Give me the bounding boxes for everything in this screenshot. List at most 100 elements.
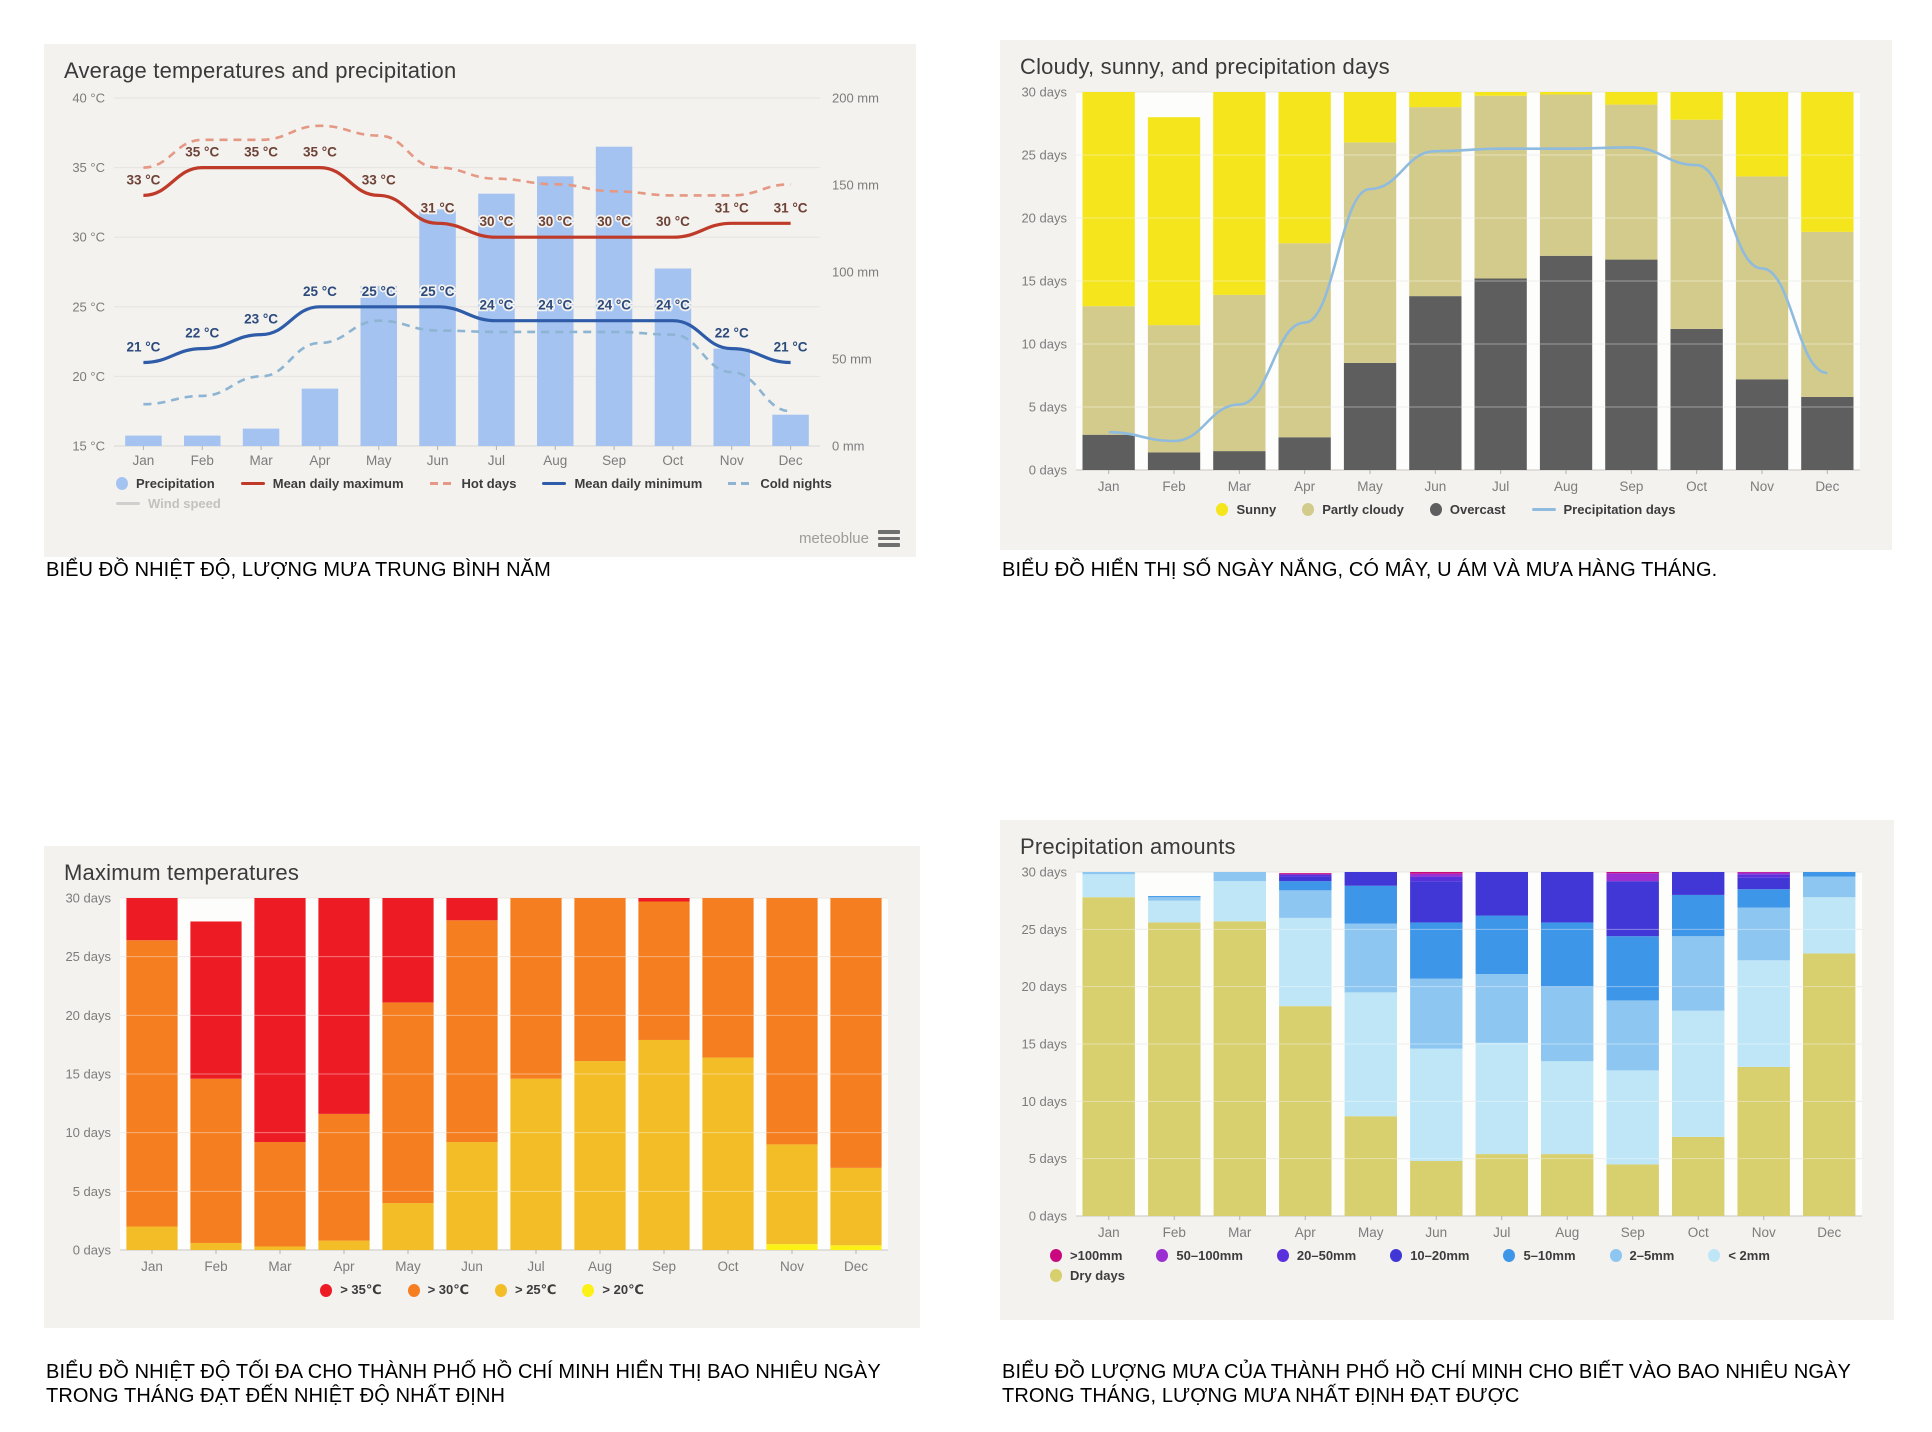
bar-segment-5-10mm <box>1344 885 1397 924</box>
x-axis-label: Dec <box>1817 1225 1841 1240</box>
legend-swatch-dot <box>407 1283 420 1297</box>
legend-item-mean-daily-maximum[interactable]: Mean daily maximum <box>240 476 404 491</box>
legend-item-35[interactable]: > 35℃ <box>320 1282 382 1298</box>
bar-segment-partly-cloudy <box>1278 243 1331 438</box>
legend-item-2mm[interactable]: < 2mm <box>1708 1248 1770 1263</box>
bar-segment-35 <box>382 898 434 1003</box>
x-axis-label: Sep <box>1621 1225 1645 1240</box>
legend-item-partly-cloudy[interactable]: Partly cloudy <box>1302 502 1404 517</box>
bar-precipitation <box>537 176 574 447</box>
legend-item-mean-daily-minimum[interactable]: Mean daily minimum <box>542 476 702 491</box>
point-label-mean-daily-minimum: 24 °C <box>597 298 631 313</box>
legend-item-10-20mm[interactable]: 10–20mm <box>1390 1248 1469 1263</box>
y-axis-tick-label: 0 days <box>1029 463 1068 478</box>
x-axis-label: Aug <box>1554 479 1578 494</box>
bar-segment-35 <box>254 898 306 1143</box>
legend-item-30[interactable]: > 30℃ <box>407 1282 469 1298</box>
bar-segment-10-20mm <box>1475 872 1528 916</box>
x-axis-label: Jul <box>1492 479 1509 494</box>
legend-swatch-dot <box>1390 1249 1403 1262</box>
legend-swatch-dot <box>1708 1249 1721 1262</box>
point-label-mean-daily-minimum: 21 °C <box>774 339 808 354</box>
chart-title-cloudy-sunny: Cloudy, sunny, and precipitation days <box>1020 54 1390 79</box>
x-axis-label: Nov <box>1752 1225 1776 1240</box>
legend-swatch-dot <box>1429 503 1442 516</box>
x-axis-label: Mar <box>1228 1225 1252 1240</box>
line-series-precipitation-days <box>1108 146 1828 443</box>
menu-icon[interactable] <box>878 530 900 547</box>
x-axis-label: Nov <box>1750 479 1774 494</box>
bar-segment-dry-days <box>1803 953 1856 1216</box>
y-axis-tick-label: 20 days <box>1021 211 1067 226</box>
bar-segment-2mm <box>1082 874 1135 898</box>
y-axis-tick-label: 5 days <box>1029 1151 1068 1166</box>
cloudy-sunny-days-chart-canvas: 30 days 25 days 20 days 15 days 10 days 5 day… <box>1021 85 1860 494</box>
point-label-mean-daily-maximum: 30 °C <box>597 214 631 229</box>
x-axis-label: Feb <box>1163 1225 1186 1240</box>
bar-segment-2-5mm <box>1737 907 1790 961</box>
bar-segment-30 <box>702 898 754 1058</box>
bar-segment-sunny <box>1278 92 1331 244</box>
x-axis-label: Apr <box>309 453 331 468</box>
legend-item-overcast[interactable]: Overcast <box>1429 502 1506 517</box>
bar-segment-20-50mm <box>1279 874 1332 877</box>
bar-segment-2-5mm <box>1475 974 1528 1043</box>
legend-label: > 30℃ <box>427 1282 469 1297</box>
bar-segment-50-100mm <box>1737 872 1790 875</box>
x-axis-label: Mar <box>249 453 273 468</box>
bar-segment-2-5mm <box>1344 923 1397 993</box>
point-label-mean-daily-maximum: 30 °C <box>479 214 513 229</box>
legend-item-dry-days[interactable]: Dry days <box>1050 1268 1125 1283</box>
legend-item-20[interactable]: > 20℃ <box>582 1282 644 1298</box>
bar-segment-dry-days <box>1541 1154 1594 1216</box>
bar-precipitation <box>713 348 750 446</box>
bar-precipitation <box>595 146 633 446</box>
bar-segment-5-10mm <box>1541 922 1594 987</box>
x-axis-label: Jan <box>133 453 155 468</box>
y-axis-tick-label: 5 days <box>73 1184 112 1199</box>
bar-segment-25 <box>766 1144 818 1245</box>
bar-segment-30 <box>830 898 882 1168</box>
maximum-temperatures-chart-canvas: 30 days 25 days 20 days 15 days 10 days 5 day… <box>65 891 888 1274</box>
y-axis-tick-label: 10 days <box>65 1125 111 1140</box>
bar-segment-5-10mm <box>1737 889 1790 908</box>
x-axis-label: Apr <box>1295 1225 1317 1240</box>
point-label-mean-daily-maximum: 35 °C <box>303 145 337 160</box>
bar-segment-25 <box>446 1142 498 1250</box>
y-right-tick-label: 200 mm <box>832 91 879 106</box>
legend-swatch-line <box>542 482 567 485</box>
legend-item-hot-days[interactable]: Hot days <box>429 476 516 491</box>
legend-item-5-10mm[interactable]: 5–10mm <box>1503 1248 1576 1263</box>
legend-item-20-50mm[interactable]: 20–50mm <box>1276 1248 1356 1263</box>
bar-segment-10-20mm <box>1541 872 1594 923</box>
legend-item-cold-nights[interactable]: Cold nights <box>728 476 832 491</box>
avg-temp-chart-legend: Precipitation Mean daily maximum Hot days M… <box>44 476 916 511</box>
bar-segment-25 <box>702 1057 754 1250</box>
legend-swatch-dot <box>1050 1269 1062 1282</box>
bar-segment-overcast <box>1343 362 1397 470</box>
bar-segment-25 <box>510 1078 562 1250</box>
legend-item-wind-speed[interactable]: Wind speed <box>116 496 221 511</box>
bar-precipitation <box>301 388 339 446</box>
legend-item-precipitation[interactable]: Precipitation <box>116 476 215 491</box>
x-axis-label: May <box>395 1259 421 1274</box>
legend-label: Precipitation <box>136 476 215 491</box>
legend-item-25[interactable]: > 25℃ <box>495 1282 556 1298</box>
bar-segment-overcast <box>1278 437 1331 470</box>
bar-precipitation <box>360 285 397 446</box>
legend-item-50-100mm[interactable]: 50–100mm <box>1156 1248 1243 1263</box>
y-left-tick-label: 20 °C <box>72 369 105 384</box>
legend-item-2-5mm[interactable]: 2–5mm <box>1609 1248 1674 1263</box>
x-axis-label: Jan <box>141 1259 163 1274</box>
bar-segment-10-20mm <box>1672 872 1725 895</box>
bar-segment-dry-days <box>1737 1066 1790 1216</box>
bar-segment-partly-cloudy <box>1605 104 1658 260</box>
legend-item-100mm[interactable]: >100mm <box>1050 1248 1122 1263</box>
bar-segment-2-5mm <box>1279 890 1332 918</box>
x-axis-label: Oct <box>717 1259 738 1274</box>
legend-swatch-dot <box>1503 1249 1516 1262</box>
bar-segment-100mm <box>1410 872 1463 874</box>
legend-item-sunny[interactable]: Sunny <box>1216 502 1276 517</box>
legend-label: Overcast <box>1449 502 1506 517</box>
legend-item-precipitation-days[interactable]: Precipitation days <box>1531 502 1676 517</box>
